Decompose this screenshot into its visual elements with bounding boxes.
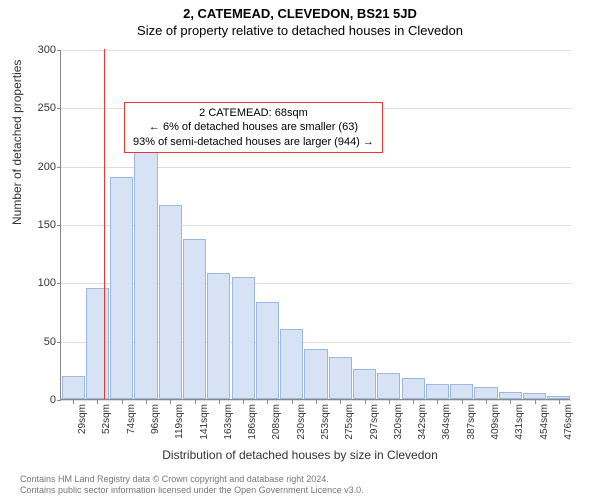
ytick-label: 100	[16, 277, 56, 289]
xtick-label: 275sqm	[344, 404, 355, 440]
histogram-bar	[280, 329, 303, 399]
xtick-label: 230sqm	[296, 404, 307, 440]
footer-line2: Contains public sector information licen…	[20, 485, 364, 496]
xtick-label: 320sqm	[393, 404, 404, 440]
annotation-larger: 93% of semi-detached houses are larger (…	[133, 135, 374, 149]
annotation-smaller: ← 6% of detached houses are smaller (63)	[133, 120, 374, 134]
histogram-bar	[523, 393, 546, 399]
xtick-label: 454sqm	[539, 404, 550, 440]
xtick-mark	[437, 400, 438, 404]
ytick-mark	[57, 283, 61, 284]
histogram-bar	[304, 349, 327, 399]
chart-area: 05010015020025030029sqm52sqm74sqm96sqm11…	[60, 50, 570, 400]
xtick-mark	[122, 400, 123, 404]
histogram-bar	[183, 239, 206, 399]
xtick-label: 141sqm	[199, 404, 210, 440]
property-marker-line	[104, 49, 105, 399]
ytick-label: 150	[16, 219, 56, 231]
xtick-label: 409sqm	[490, 404, 501, 440]
xtick-mark	[73, 400, 74, 404]
chart-title-description: Size of property relative to detached ho…	[0, 23, 600, 38]
xtick-mark	[389, 400, 390, 404]
footer-line1: Contains HM Land Registry data © Crown c…	[20, 474, 364, 485]
histogram-bar	[110, 177, 133, 399]
xtick-label: 119sqm	[174, 404, 185, 439]
histogram-bar	[426, 384, 449, 399]
xtick-mark	[292, 400, 293, 404]
xtick-mark	[340, 400, 341, 404]
histogram-bar	[232, 277, 255, 400]
xtick-label: 253sqm	[320, 404, 331, 440]
xtick-label: 476sqm	[563, 404, 574, 440]
ytick-label: 200	[16, 161, 56, 173]
histogram-bar	[62, 376, 85, 399]
ytick-label: 0	[16, 394, 56, 406]
histogram-bar	[450, 384, 473, 399]
xtick-label: 387sqm	[466, 404, 477, 440]
histogram-bar	[547, 396, 570, 400]
histogram-bar	[159, 205, 182, 399]
ytick-label: 50	[16, 336, 56, 348]
xtick-mark	[462, 400, 463, 404]
ytick-label: 250	[16, 102, 56, 114]
xtick-label: 431sqm	[514, 404, 525, 440]
xtick-mark	[243, 400, 244, 404]
xtick-mark	[219, 400, 220, 404]
xtick-label: 208sqm	[271, 404, 282, 440]
histogram-bar	[402, 378, 425, 399]
x-axis-label: Distribution of detached houses by size …	[0, 448, 600, 462]
ytick-label: 300	[16, 44, 56, 56]
xtick-mark	[170, 400, 171, 404]
histogram-bar	[474, 387, 497, 399]
chart-title-address: 2, CATEMEAD, CLEVEDON, BS21 5JD	[0, 0, 600, 21]
annotation-box: 2 CATEMEAD: 68sqm ← 6% of detached house…	[124, 102, 383, 153]
xtick-label: 52sqm	[101, 404, 112, 434]
ytick-mark	[57, 225, 61, 226]
ytick-mark	[57, 342, 61, 343]
ytick-mark	[57, 50, 61, 51]
ytick-mark	[57, 167, 61, 168]
xtick-label: 96sqm	[150, 404, 161, 434]
xtick-mark	[195, 400, 196, 404]
histogram-bar	[134, 119, 157, 399]
xtick-label: 364sqm	[441, 404, 452, 440]
histogram-bar	[256, 302, 279, 399]
xtick-mark	[413, 400, 414, 404]
histogram-bar	[86, 288, 109, 399]
xtick-mark	[510, 400, 511, 404]
ytick-mark	[57, 400, 61, 401]
xtick-mark	[316, 400, 317, 404]
xtick-mark	[146, 400, 147, 404]
y-axis-label: Number of detached properties	[10, 60, 24, 225]
xtick-mark	[486, 400, 487, 404]
xtick-mark	[267, 400, 268, 404]
xtick-mark	[559, 400, 560, 404]
xtick-label: 297sqm	[369, 404, 380, 440]
histogram-bar	[329, 357, 352, 399]
xtick-mark	[535, 400, 536, 404]
xtick-label: 29sqm	[77, 404, 88, 434]
histogram-bar	[207, 273, 230, 399]
annotation-property: 2 CATEMEAD: 68sqm	[133, 106, 374, 120]
xtick-label: 342sqm	[417, 404, 428, 440]
xtick-mark	[97, 400, 98, 404]
xtick-label: 186sqm	[247, 404, 258, 440]
histogram-bar	[377, 373, 400, 399]
footer-attribution: Contains HM Land Registry data © Crown c…	[20, 474, 364, 496]
ytick-mark	[57, 108, 61, 109]
xtick-label: 74sqm	[126, 404, 137, 434]
gridline	[61, 50, 571, 51]
xtick-mark	[365, 400, 366, 404]
xtick-label: 163sqm	[223, 404, 234, 440]
histogram-bar	[353, 369, 376, 399]
histogram-bar	[499, 392, 522, 399]
